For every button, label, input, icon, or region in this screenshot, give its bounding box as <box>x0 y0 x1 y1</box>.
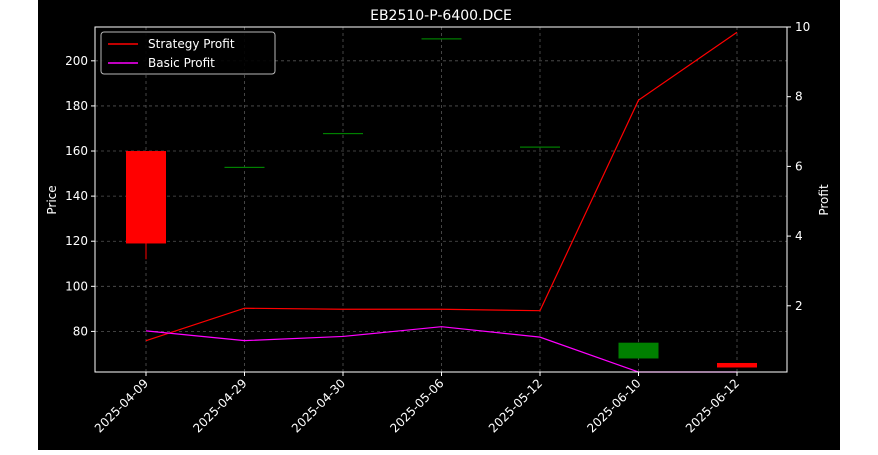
chart-title: EB2510-P-6400.DCE <box>370 8 512 24</box>
y-tick-label-left: 200 <box>65 54 88 68</box>
y-tick-label-right: 6 <box>795 159 803 173</box>
x-tick-label: 2025-04-30 <box>289 376 348 435</box>
x-tick-label: 2025-05-12 <box>486 376 545 435</box>
candle-body <box>224 166 265 169</box>
y-tick-label-left: 100 <box>65 279 88 293</box>
candle-body <box>126 151 166 244</box>
x-tick-label: 2025-04-29 <box>190 376 249 435</box>
y-tick-label-right: 4 <box>795 229 803 243</box>
candle-body <box>520 146 560 148</box>
legend-box <box>100 31 276 75</box>
chart-figure: EB2510-P-6400.DCE 2025-04-09 2025-04-29 20… <box>38 0 840 450</box>
y-tick-label-right: 10 <box>795 20 810 34</box>
candle-body <box>618 342 659 359</box>
candle-body <box>717 362 757 368</box>
y-axis-left-label: Price <box>45 185 59 214</box>
y-tick-label-right: 2 <box>795 299 803 313</box>
candle-body <box>323 132 363 135</box>
y-tick-label-left: 140 <box>65 189 88 203</box>
legend: Strategy Profit Basic Profit <box>100 31 276 75</box>
y-axis-right-label: Profit <box>817 184 831 216</box>
y-tick-label-left: 80 <box>73 324 88 338</box>
y-tick-label-right: 8 <box>795 90 803 104</box>
grid <box>95 27 787 372</box>
candles <box>126 38 757 368</box>
series-line <box>145 31 738 342</box>
candle-body <box>421 38 462 40</box>
chart-svg: EB2510-P-6400.DCE 2025-04-09 2025-04-29 20… <box>45 8 831 435</box>
y-tick-label-left: 180 <box>65 99 88 113</box>
x-tick-label: 2025-06-12 <box>683 376 742 435</box>
axes: 2025-04-09 2025-04-29 2025-04-30 2025-05-06… <box>65 20 810 435</box>
legend-label: Basic Profit <box>148 56 215 70</box>
plot-frame <box>94 26 788 373</box>
legend-label: Strategy Profit <box>148 37 235 51</box>
y-tick-label-left: 120 <box>65 234 88 248</box>
x-tick-label: 2025-06-10 <box>584 376 643 435</box>
y-tick-label-left: 160 <box>65 144 88 158</box>
x-tick-label: 2025-04-09 <box>92 376 151 435</box>
x-tick-label: 2025-05-06 <box>387 376 446 435</box>
